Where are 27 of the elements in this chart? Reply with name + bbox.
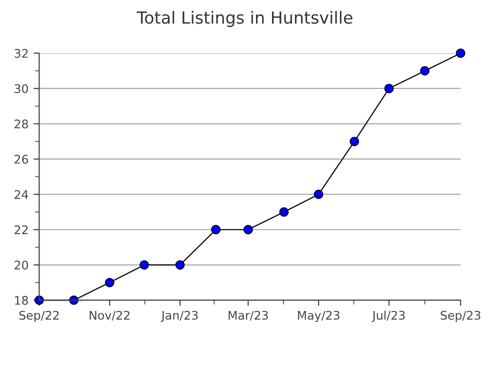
x-tick-label: May/23 xyxy=(298,310,340,322)
point xyxy=(243,224,253,234)
y-tick-label: 32 xyxy=(14,48,28,58)
point xyxy=(456,48,466,58)
x-tick-label: Jan/23 xyxy=(160,310,198,322)
x-tick-label: Nov/22 xyxy=(90,310,130,321)
x-tick-label: Mar/23 xyxy=(228,310,268,321)
x-tick-label: Sep/23 xyxy=(440,310,480,322)
x-tick-label: Sep/22 xyxy=(19,310,59,322)
y-tick-label: 20 xyxy=(14,260,28,270)
y-tick-label: 22 xyxy=(14,225,28,234)
y-tick-label: 28 xyxy=(14,119,28,128)
x-tick-label: Jul/23 xyxy=(372,310,405,322)
point xyxy=(140,260,149,270)
y-tick-label: 26 xyxy=(14,154,28,164)
point xyxy=(279,207,289,217)
chart-title: Total Listings in Huntsville xyxy=(136,10,352,28)
point xyxy=(175,260,185,270)
y-tick-label: 18 xyxy=(15,296,28,305)
point xyxy=(211,224,221,234)
point xyxy=(104,278,114,288)
point xyxy=(384,84,394,94)
y-tick-label: 24 xyxy=(14,190,28,199)
point xyxy=(350,136,360,146)
point xyxy=(420,66,430,76)
y-tick-label: 30 xyxy=(14,84,28,94)
point xyxy=(314,190,324,200)
